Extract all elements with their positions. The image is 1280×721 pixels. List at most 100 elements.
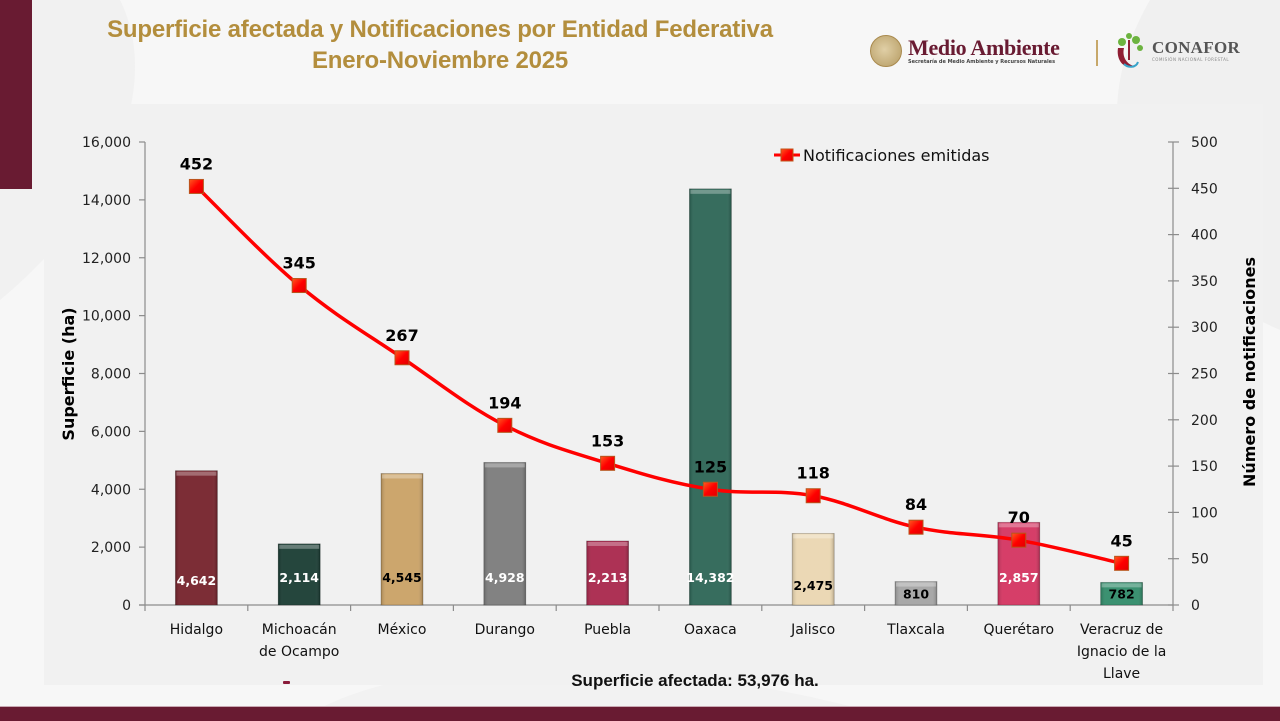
- page-title: Superficie afectada y Notificaciones por…: [30, 14, 850, 76]
- bar-highlight: [176, 471, 217, 476]
- line-series: [188, 178, 1130, 571]
- line-value-label: 194: [488, 393, 521, 412]
- bar-highlight: [690, 189, 731, 194]
- bar-value-label: 810: [903, 586, 929, 601]
- bar-bevel: [895, 581, 937, 605]
- series-line: [195, 185, 1122, 566]
- bar: [174, 470, 218, 606]
- bar-value-label: 2,475: [793, 578, 833, 593]
- semarnat-subtitle: Secretaría de Medio Ambiente y Recursos …: [908, 58, 1056, 65]
- bar: [997, 521, 1041, 606]
- line-value-label: 70: [1008, 508, 1030, 527]
- y2-tick-label: 500: [1191, 135, 1218, 151]
- y2-tick-label: 400: [1191, 228, 1218, 244]
- axes: 0 2,000 4,000 6,000 8,000 10,000 12,000 14,000 1…: [82, 135, 1218, 614]
- bar-bevel: [689, 188, 732, 606]
- bar-value-label: 4,928: [485, 570, 525, 585]
- bar-highlight: [484, 463, 525, 468]
- category-label-line: Querétaro: [983, 622, 1054, 638]
- y2-tick-label: 150: [1191, 459, 1218, 475]
- bar-value-label: 4,642: [177, 573, 217, 588]
- y2-tick-label: 250: [1191, 367, 1218, 383]
- national-seal-icon: [870, 35, 902, 67]
- conafor-logo: CONAFOR COMISIÓN NACIONAL FORESTAL: [1108, 28, 1240, 74]
- conafor-name: CONAFOR: [1152, 38, 1241, 57]
- footer-bar: [0, 706, 1280, 721]
- bar-highlight: [793, 534, 834, 539]
- y2-tick-label: 450: [1191, 181, 1218, 197]
- bar: [380, 473, 424, 606]
- category-label-line: Tlaxcala: [886, 622, 945, 638]
- y2-tick-label: 200: [1191, 413, 1218, 429]
- bar-highlight: [587, 541, 628, 546]
- line-marker: [600, 455, 616, 471]
- bar-value-label: 2,213: [588, 570, 628, 585]
- line-marker: [497, 417, 513, 433]
- bar: [1100, 581, 1143, 606]
- bar-highlight: [382, 474, 422, 479]
- bar-value-label: 14,382: [686, 570, 734, 585]
- bar-highlight: [998, 523, 1039, 528]
- title-line-2: Enero-Noviembre 2025: [311, 47, 569, 74]
- line-value-label: 452: [180, 154, 213, 173]
- category-label: Tlaxcala: [886, 622, 945, 638]
- y2-tick-label: 100: [1191, 505, 1218, 521]
- bar-bevel: [175, 470, 218, 605]
- category-label-line: Ignacio de la: [1077, 644, 1167, 660]
- category-label-line: Llave: [1103, 666, 1140, 682]
- category-label: Oaxaca: [684, 622, 737, 638]
- decorative-mark: [283, 681, 290, 684]
- category-label-line: México: [378, 622, 427, 638]
- conafor-emblem-icon: [1117, 33, 1143, 68]
- category-label-line: Michoacán: [262, 622, 337, 638]
- y-tick-label: 4,000: [91, 482, 131, 498]
- total-surface-label: Superficie afectada: 53,976 ha.: [571, 671, 819, 690]
- y2-tick-label: 350: [1191, 274, 1218, 290]
- y-tick-label: 0: [122, 598, 131, 614]
- legend-marker-swatch: [780, 148, 794, 162]
- category-label-line: Puebla: [584, 622, 631, 638]
- brand-accent-bar: [0, 0, 32, 189]
- legend-label: Notificaciones emitidas: [803, 146, 989, 165]
- category-label-line: Jalisco: [790, 622, 835, 638]
- logo-divider: [1096, 40, 1098, 66]
- line-labels: 452 345 267 194 153 125 118 84 70 45: [180, 154, 1133, 550]
- y-tick-label: 6,000: [91, 424, 131, 440]
- category-label-line: Oaxaca: [684, 622, 737, 638]
- bar-value-label: 782: [1109, 587, 1135, 602]
- y2-tick-label: 300: [1191, 320, 1218, 336]
- bar-value-label: 2,114: [279, 570, 319, 585]
- y-tick-label: 14,000: [82, 193, 131, 209]
- category-label: Puebla: [584, 622, 631, 638]
- y-axis-title: Superficie (ha): [59, 307, 78, 440]
- semarnat-name: Medio Ambiente: [908, 34, 1060, 60]
- category-label: Veracruz de Ignacio de la Llave: [1077, 622, 1167, 682]
- category-label-line: Veracruz de: [1080, 622, 1163, 638]
- line-value-label: 125: [694, 457, 727, 476]
- bar: [894, 581, 938, 606]
- line-value-label: 45: [1110, 531, 1132, 550]
- category-label: Hidalgo: [170, 622, 223, 638]
- logo-group: Medio Ambiente Secretaría de Medio Ambie…: [870, 28, 1270, 74]
- line-value-label: 267: [385, 326, 418, 345]
- legend: Notificaciones emitidas: [774, 146, 989, 165]
- y-tick-label: 2,000: [91, 540, 131, 556]
- semarnat-logo: Medio Ambiente Secretaría de Medio Ambie…: [870, 28, 1060, 74]
- category-label: Durango: [475, 622, 535, 638]
- line-marker: [805, 488, 821, 504]
- bar-bevel: [586, 540, 629, 605]
- line-value-label: 153: [591, 431, 624, 450]
- chart-panel: [44, 104, 1263, 685]
- line-marker: [188, 178, 204, 194]
- y2-axis-title: Número de notificaciones: [1240, 257, 1259, 487]
- bar: [791, 532, 835, 606]
- category-label-line: de Ocampo: [259, 644, 339, 660]
- line-value-label: 118: [796, 464, 829, 483]
- line-marker: [394, 350, 410, 366]
- y-tick-label: 12,000: [82, 251, 131, 267]
- bar-value-label: 4,545: [382, 570, 422, 585]
- bar-bevel: [1100, 582, 1143, 605]
- line-marker: [1114, 555, 1130, 571]
- y-tick-label: 8,000: [91, 367, 131, 383]
- category-label-line: Durango: [475, 622, 535, 638]
